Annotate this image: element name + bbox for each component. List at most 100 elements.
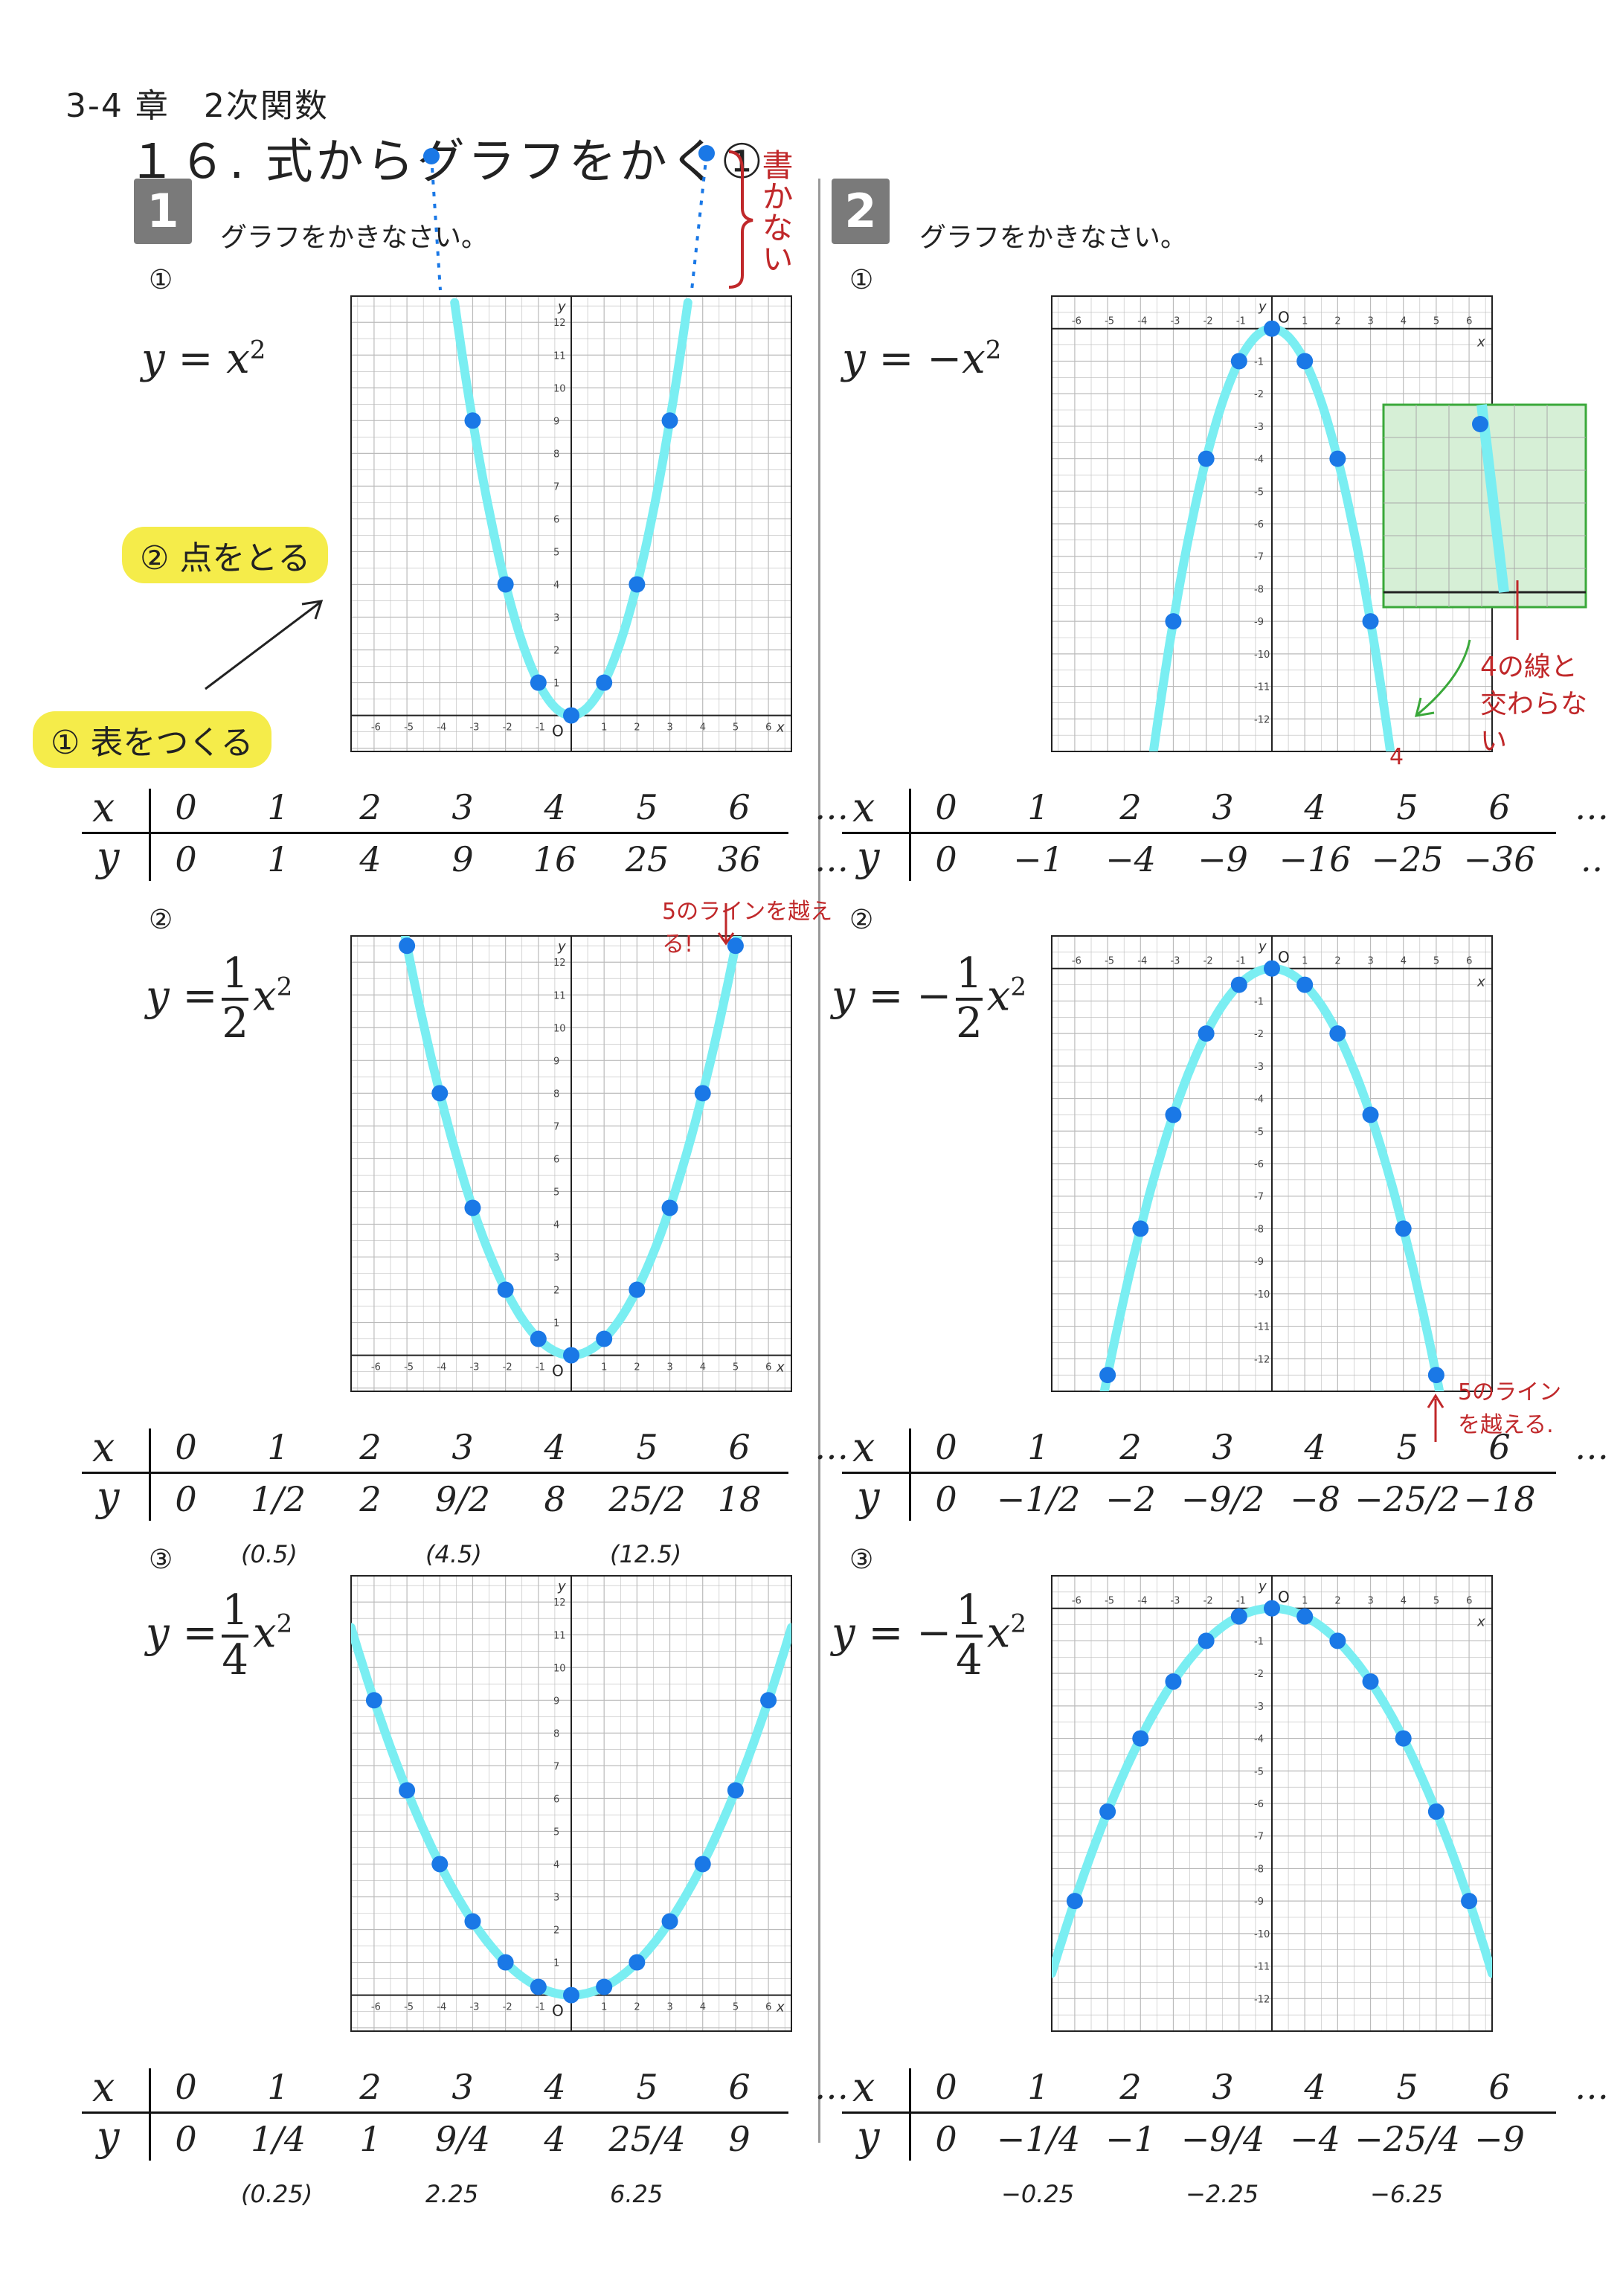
- x-tick-label: -4: [1137, 316, 1147, 327]
- no-write-marker: [423, 145, 753, 291]
- y-tick-label: -7: [1254, 552, 1264, 563]
- x-tick-label: -6: [371, 1362, 381, 1373]
- y-tick-label: -7: [1254, 1832, 1264, 1843]
- table-x-cell: …: [1575, 1427, 1609, 1467]
- table-x-cell: 5: [636, 787, 658, 827]
- x-tick-label: 1: [1302, 1596, 1308, 1607]
- y-tick-label: -2: [1254, 1669, 1264, 1680]
- y-tick-label: 12: [553, 958, 566, 969]
- table-x-label: x: [92, 2064, 115, 2111]
- table-y-cell: −18: [1463, 1479, 1536, 1519]
- x-tick-label: -6: [1072, 956, 1082, 967]
- table-y-cell: 9/2: [434, 1479, 491, 1519]
- table-x-cell: 6: [1488, 2067, 1511, 2107]
- origin-label: O: [552, 722, 564, 740]
- value-table-p1_2: x y 0 1 2 3 4 5 6 … 0 1/2 2 9/2 8 25/2 18 (0.5) (4.5) (12.5…: [82, 1424, 849, 1568]
- y-tick-label: -5: [1254, 1766, 1264, 1777]
- y-tick-label: -9: [1254, 617, 1264, 628]
- table-y-cell: 1: [267, 839, 289, 879]
- x-axis-label: x: [776, 1360, 785, 1376]
- table-hline: [842, 1472, 1556, 1474]
- y-tick-label: 5: [553, 1187, 559, 1198]
- x-tick-label: -3: [469, 722, 479, 734]
- data-point: [629, 1281, 646, 1298]
- data-point: [629, 576, 646, 593]
- x-tick-label: 1: [601, 1362, 607, 1373]
- chart-p2-1: -6 -5 -4 -3 -2 -1 1 2 3 4 5 6-12-11-10-9-8-7-6-5-4-…: [1051, 295, 1493, 752]
- table-x-cell: 4: [1304, 2067, 1326, 2107]
- table-x-cell: 2: [359, 787, 382, 827]
- table-decimal-note: (4.5): [425, 1540, 482, 1568]
- y-tick-label: 7: [553, 1121, 559, 1132]
- x-tick-label: -2: [503, 1362, 512, 1373]
- table-x-cell: 1: [1027, 1427, 1050, 1467]
- y-axis-label: y: [557, 1579, 566, 1594]
- y-tick-label: 11: [553, 1630, 566, 1641]
- table-hline: [82, 832, 788, 834]
- x-axis-label: x: [1476, 1614, 1485, 1630]
- table-y-cell: 0: [175, 1479, 197, 1519]
- y-tick-label: -10: [1254, 1289, 1270, 1301]
- y-tick-label: 1: [553, 679, 559, 690]
- x-tick-label: 2: [1334, 1596, 1340, 1607]
- value-table-p1_1: x y 0 1 2 3 4 5 6… 0 1 4 9 16 25 36…: [82, 784, 849, 893]
- table-y-cell: −4: [1105, 839, 1156, 879]
- table-y-cell: −25: [1371, 839, 1444, 879]
- data-point: [1296, 976, 1314, 993]
- x-tick-label: 1: [1302, 956, 1308, 967]
- y-tick-label: -7: [1254, 1192, 1264, 1203]
- x-tick-label: 5: [733, 2002, 739, 2013]
- data-point: [1461, 1893, 1478, 1910]
- x-tick-label: 6: [1466, 1596, 1472, 1607]
- y-tick-label: -5: [1254, 487, 1264, 498]
- data-point: [563, 707, 579, 724]
- table-y-cell: 9: [451, 839, 474, 879]
- x-tick-label: 4: [700, 1362, 706, 1373]
- table-y-cell: 18: [717, 1479, 762, 1519]
- table-y-cell: 9/4: [434, 2119, 491, 2159]
- x-tick-label: 3: [1368, 956, 1374, 967]
- data-point: [596, 674, 613, 691]
- table-x-cell: …: [814, 787, 849, 827]
- y-tick-label: -10: [1254, 650, 1270, 661]
- table-y-cell: 0: [175, 839, 197, 879]
- table-x-label: x: [92, 784, 115, 831]
- y-tick-label: 6: [553, 1154, 559, 1165]
- table-y-cell: −16: [1279, 839, 1352, 879]
- table-y-cell: …: [814, 839, 849, 879]
- y-axis-label: y: [1258, 939, 1267, 955]
- x-tick-label: -5: [1105, 1596, 1114, 1607]
- x-tick-label: -2: [1203, 316, 1213, 327]
- data-point: [596, 1978, 613, 1995]
- y-tick-label: -8: [1254, 1864, 1264, 1875]
- data-point: [1427, 1803, 1444, 1820]
- y-tick-label: 10: [553, 1663, 566, 1674]
- y-tick-label: 6: [553, 514, 559, 525]
- data-point: [694, 1085, 711, 1102]
- problem-1-2-label: ②: [149, 905, 173, 935]
- x-tick-label: -3: [469, 1362, 479, 1373]
- y-tick-label: -1: [1254, 1636, 1264, 1647]
- section-2-instruction: グラフをかきなさい。: [919, 222, 1188, 253]
- table-y-cell: −9: [1198, 839, 1248, 879]
- x-tick-label: -6: [1072, 316, 1082, 327]
- x-tick-label: -1: [536, 722, 545, 734]
- x-tick-label: 3: [1368, 316, 1374, 327]
- y-tick-label: -1: [1254, 356, 1264, 368]
- table-y-label: y: [857, 1473, 880, 1520]
- data-point: [661, 412, 678, 429]
- data-point: [1099, 1803, 1116, 1820]
- x-tick-label: 6: [1466, 316, 1472, 327]
- origin-label: O: [1278, 309, 1290, 327]
- table-y-cell: 1/2: [250, 1479, 306, 1519]
- x-tick-label: -2: [1203, 1596, 1213, 1607]
- table-y-cell: 16: [533, 839, 577, 879]
- table-x-cell: 1: [1027, 787, 1050, 827]
- x-tick-label: 6: [765, 722, 771, 734]
- y-tick-label: 7: [553, 481, 559, 493]
- table-y-cell: 9: [728, 2119, 751, 2159]
- x-tick-label: 5: [1433, 1596, 1439, 1607]
- table-y-cell: 25/4: [608, 2119, 686, 2159]
- x-tick-label: -5: [404, 722, 414, 734]
